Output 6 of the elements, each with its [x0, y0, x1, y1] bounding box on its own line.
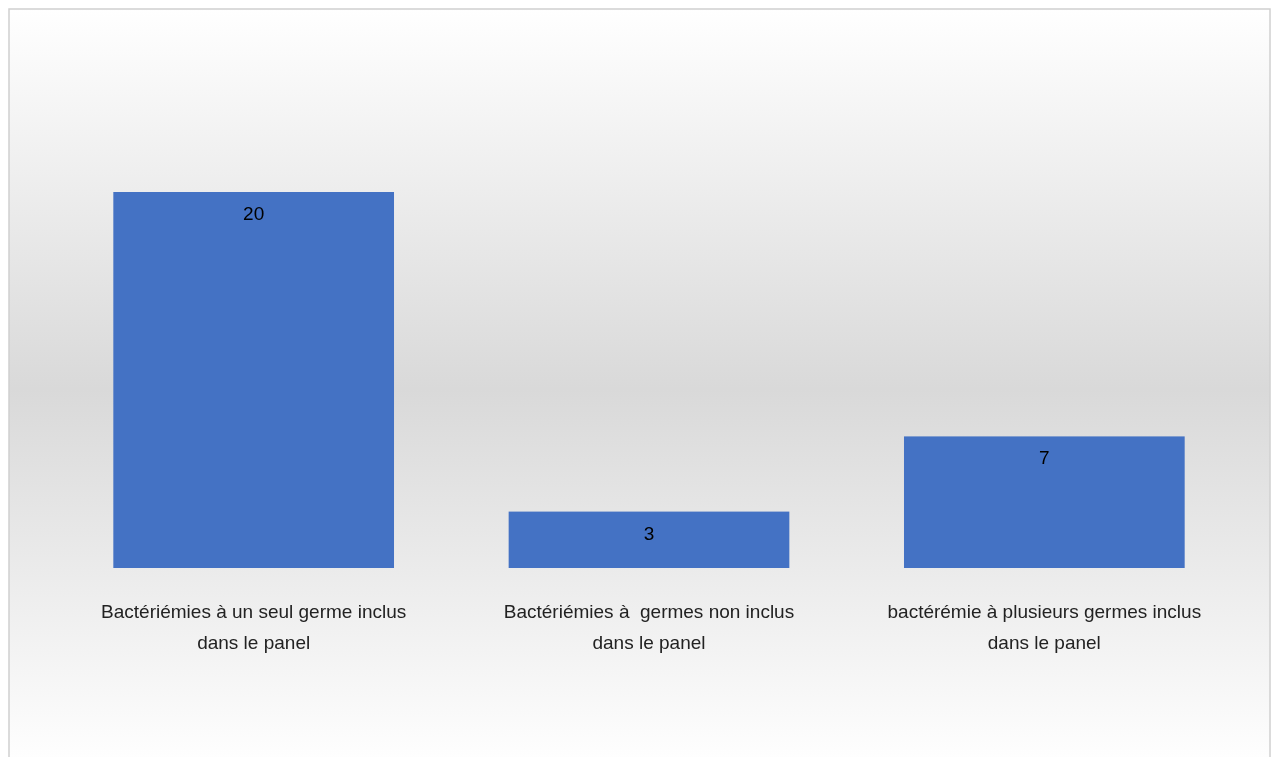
data-label: 7: [1039, 447, 1050, 469]
data-label: 20: [243, 203, 265, 224]
x-tick-label: Bactériémies à germes non inclus dans le panel: [503, 601, 795, 653]
data-label: 3: [643, 522, 655, 544]
x-tick-label: Bactériémies à un seul germe inclus dans le panel: [101, 601, 407, 653]
x-tick-label: bactérémie à plusieurs germes inclus dans le panel: [887, 601, 1202, 653]
